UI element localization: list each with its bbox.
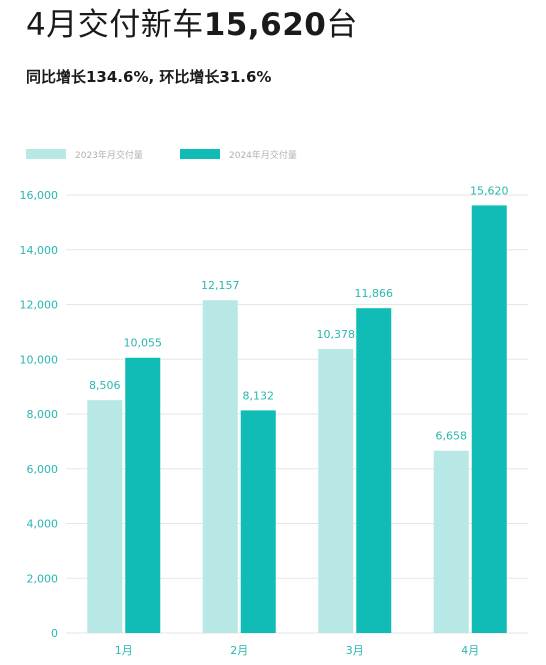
bar-2024-1 — [125, 357, 161, 633]
page-subtitle: 同比增长134.6%, 环比增长31.6% — [26, 68, 272, 86]
y-tick-label: 12,000 — [20, 299, 59, 312]
bar-value-label: 12,157 — [201, 279, 240, 292]
y-tick-label: 14,000 — [20, 244, 59, 257]
bar-value-label: 6,658 — [436, 430, 468, 443]
title-suffix: 台 — [326, 7, 358, 43]
bar-value-label: 8,132 — [243, 389, 275, 402]
bar-2024-4 — [471, 205, 507, 633]
title-number: 15,620 — [203, 7, 327, 43]
y-tick-label: 8,000 — [27, 408, 59, 421]
bar-value-label: 15,620 — [470, 184, 509, 197]
x-tick-label: 3月 — [346, 644, 364, 657]
y-tick-label: 16,000 — [20, 189, 59, 202]
page-title: 4月交付新车15,620台 — [26, 4, 358, 46]
legend-label-2023: 2023年月交付量 — [75, 149, 143, 161]
bar-value-label: 10,378 — [317, 328, 356, 341]
y-tick-label: 2,000 — [27, 572, 59, 585]
bar-2024-2 — [240, 410, 276, 633]
bar-value-label: 11,866 — [355, 287, 394, 300]
x-tick-label: 1月 — [115, 644, 133, 657]
bar-2024-3 — [356, 308, 392, 633]
bar-2023-1 — [87, 400, 123, 633]
title-prefix: 4月交付新车 — [26, 7, 204, 43]
legend-swatch-2024 — [180, 149, 220, 159]
bar-2023-3 — [318, 348, 354, 633]
bar-value-label: 10,055 — [124, 337, 163, 350]
y-tick-label: 0 — [51, 627, 58, 640]
x-tick-label: 4月 — [461, 644, 479, 657]
bar-value-label: 8,506 — [89, 379, 121, 392]
y-tick-label: 10,000 — [20, 353, 59, 366]
bar-2023-2 — [202, 300, 238, 633]
legend-label-2024: 2024年月交付量 — [229, 149, 297, 161]
y-tick-label: 6,000 — [27, 463, 59, 476]
x-tick-label: 2月 — [230, 644, 248, 657]
bar-2023-4 — [433, 450, 469, 633]
legend-swatch-2023 — [26, 149, 66, 159]
y-tick-label: 4,000 — [27, 518, 59, 531]
